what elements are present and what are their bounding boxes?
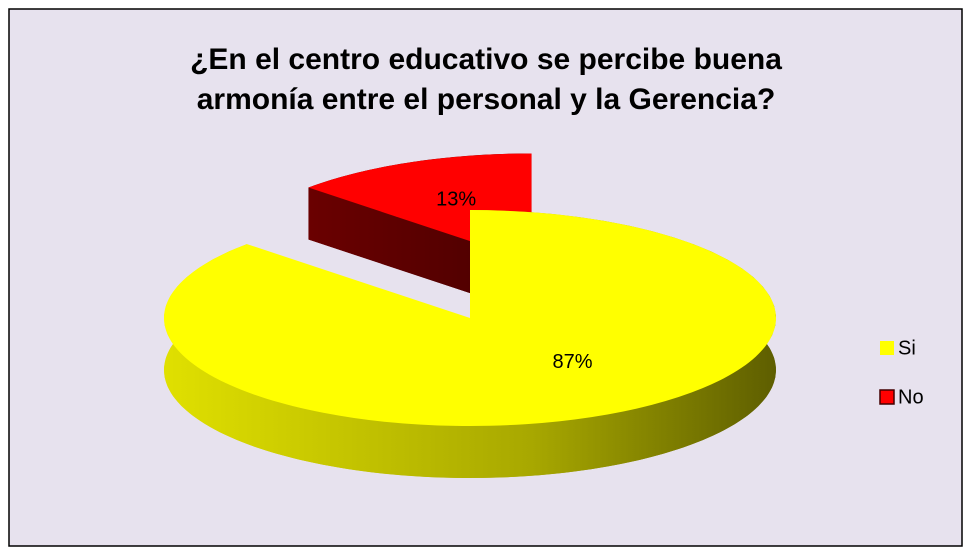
data-label: 87% (553, 351, 593, 373)
legend-label: Si (898, 337, 916, 359)
legend-label: No (898, 386, 924, 408)
legend-swatch (880, 341, 894, 355)
legend-swatch (879, 389, 895, 405)
chart-title: ¿En el centro educativo se percibe buena… (190, 43, 782, 116)
pie-slice (163, 210, 777, 427)
data-label: 13% (436, 188, 476, 210)
